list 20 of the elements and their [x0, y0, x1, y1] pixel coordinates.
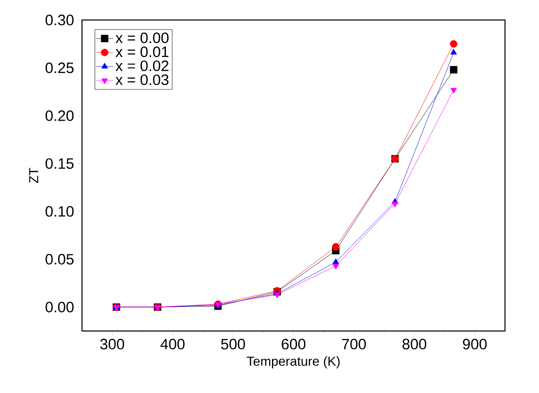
- x-tick-label: 600: [282, 338, 306, 350]
- y-tick-label: 0.15: [46, 158, 74, 169]
- y-tick-label: 0.00: [46, 302, 74, 312]
- legend-label: x = 0.00: [116, 32, 169, 44]
- legend-label: x = 0.02: [116, 60, 168, 72]
- x-tick-label: 800: [402, 338, 426, 350]
- y-tick-label: 0.25: [46, 62, 74, 74]
- y-tick-label: 0.30: [46, 14, 74, 26]
- y-tick-label: 0.05: [46, 254, 74, 265]
- legend-label: x = 0.03: [116, 74, 168, 86]
- x-axis-title: Temperature (K): [246, 356, 340, 368]
- x-tick-label: 500: [221, 338, 245, 350]
- x-tick-label: 300: [100, 338, 124, 350]
- legend-label: x = 0.01: [116, 46, 168, 58]
- x-tick-label: 400: [160, 338, 185, 350]
- y-axis-title: ZT: [29, 168, 38, 184]
- x-tick-label: 900: [462, 338, 487, 350]
- y-tick-label: 0.10: [46, 206, 74, 217]
- y-tick-label: 0.20: [46, 110, 74, 121]
- x-tick-label: 700: [342, 338, 366, 350]
